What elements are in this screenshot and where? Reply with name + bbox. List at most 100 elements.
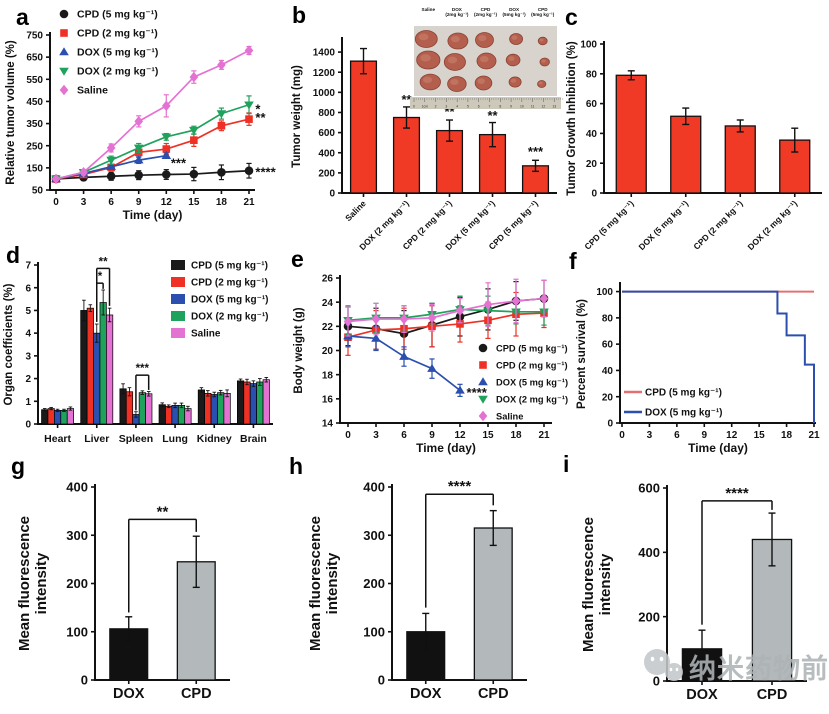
svg-text:80: 80: [602, 313, 614, 324]
svg-text:****: ****: [448, 478, 472, 495]
svg-text:12: 12: [542, 105, 546, 109]
panel-h-chart: 0 100 200 300 400 DOX CPD Mean fluorescence inte…: [307, 478, 527, 702]
svg-text:Mean fluorescence: Mean fluorescence: [16, 516, 33, 651]
svg-text:CPD (2 mg kg⁻¹): CPD (2 mg kg⁻¹): [496, 361, 568, 371]
svg-text:2: 2: [435, 105, 437, 109]
panel-f-chart: 0 20 40 60 80 100 0 3 6 9 12 15 18 21 Percent survival…: [576, 282, 820, 455]
svg-text:**: **: [444, 104, 455, 119]
svg-text:intensity: intensity: [597, 553, 614, 615]
svg-text:(2mg kg⁻¹): (2mg kg⁻¹): [445, 12, 469, 17]
svg-text:3: 3: [445, 105, 447, 109]
svg-text:9: 9: [136, 197, 142, 208]
svg-text:550: 550: [26, 75, 43, 86]
svg-text:Tumor weight (mg): Tumor weight (mg): [291, 65, 303, 168]
svg-text:15: 15: [754, 430, 766, 441]
svg-text:50: 50: [32, 186, 44, 197]
svg-text:DOX (5 mg kg⁻¹): DOX (5 mg kg⁻¹): [191, 295, 269, 306]
svg-text:**: **: [401, 92, 412, 107]
svg-text:6: 6: [108, 197, 114, 208]
svg-text:(2mg kg⁻¹): (2mg kg⁻¹): [474, 12, 498, 17]
svg-text:DOX (2 mg kg⁻¹): DOX (2 mg kg⁻¹): [77, 66, 158, 78]
svg-text:****: ****: [725, 485, 749, 502]
svg-text:Organ coefficients (%): Organ coefficients (%): [3, 283, 15, 405]
svg-text:Saline: Saline: [496, 412, 523, 422]
svg-text:0: 0: [81, 673, 88, 688]
svg-text:Mean fluorescence: Mean fluorescence: [580, 517, 597, 652]
svg-text:DOX (5 mg kg⁻¹): DOX (5 mg kg⁻¹): [645, 408, 723, 419]
svg-text:Spleen: Spleen: [119, 433, 153, 445]
svg-text:0: 0: [378, 673, 385, 688]
svg-text:80: 80: [586, 69, 598, 80]
svg-text:21: 21: [538, 430, 550, 441]
panel-g-letter: g: [11, 453, 26, 479]
svg-text:***: ***: [171, 155, 187, 170]
svg-text:0: 0: [53, 197, 59, 208]
svg-text:*: *: [255, 101, 261, 116]
svg-text:0: 0: [607, 419, 613, 430]
svg-text:100: 100: [66, 624, 88, 639]
svg-text:8: 8: [499, 105, 501, 109]
svg-text:400: 400: [638, 545, 660, 560]
panel-g-chart: 0 100 200 300 400 DOX CPD Mean fluorescence inte…: [16, 480, 230, 702]
svg-text:***: ***: [136, 363, 150, 375]
panel-e-chart: 14 16 18 20 22 24 26 0 3 6 9 12 15 18 21 Body weight (g…: [293, 274, 568, 455]
svg-text:18: 18: [510, 430, 522, 441]
svg-text:DOX: DOX: [509, 7, 520, 12]
panel-a-letter: a: [16, 4, 29, 30]
svg-text:**: **: [487, 108, 498, 123]
svg-text:****: ****: [255, 164, 276, 179]
svg-text:CPD (2 mg kg⁻¹): CPD (2 mg kg⁻¹): [77, 28, 158, 40]
svg-text:750: 750: [26, 31, 43, 42]
svg-text:7: 7: [489, 105, 491, 109]
svg-text:20: 20: [586, 159, 598, 170]
svg-text:150: 150: [26, 163, 43, 174]
svg-text:60: 60: [586, 99, 598, 110]
svg-text:**: **: [157, 503, 169, 520]
svg-text:5: 5: [467, 105, 469, 109]
svg-text:450: 450: [26, 97, 43, 108]
svg-text:1: 1: [25, 397, 31, 408]
svg-text:60: 60: [602, 340, 614, 351]
svg-text:300: 300: [66, 528, 88, 543]
panel-b-letter: b: [292, 2, 307, 28]
svg-text:13: 13: [552, 105, 556, 109]
panel-c-letter: c: [565, 4, 578, 30]
svg-text:Kidney: Kidney: [197, 433, 232, 445]
svg-text:5: 5: [25, 306, 31, 317]
svg-text:400: 400: [66, 480, 88, 495]
svg-text:0: 0: [591, 189, 597, 200]
svg-text:Heart: Heart: [44, 433, 71, 445]
svg-text:0: 0: [25, 420, 31, 431]
svg-text:200: 200: [363, 576, 385, 591]
svg-text:14: 14: [322, 419, 334, 430]
svg-text:600: 600: [318, 128, 335, 139]
svg-text:800: 800: [318, 108, 335, 119]
svg-text:4: 4: [456, 105, 458, 109]
svg-text:1400: 1400: [313, 48, 336, 59]
svg-text:400: 400: [363, 480, 385, 495]
svg-text:DOX (2 mg kg⁻¹): DOX (2 mg kg⁻¹): [496, 395, 568, 405]
svg-text:CPD (5 mg kg⁻¹): CPD (5 mg kg⁻¹): [77, 9, 158, 21]
svg-text:intensity: intensity: [33, 552, 50, 614]
svg-text:Lung: Lung: [162, 433, 188, 445]
svg-text:400: 400: [318, 148, 335, 159]
svg-text:Time (day): Time (day): [123, 208, 183, 222]
svg-text:Saline: Saline: [422, 7, 436, 12]
svg-text:100: 100: [580, 40, 597, 51]
svg-text:intensity: intensity: [324, 552, 341, 614]
svg-text:9: 9: [510, 105, 512, 109]
svg-text:***: ***: [528, 144, 544, 159]
svg-text:CPD (5 mg kg⁻¹): CPD (5 mg kg⁻¹): [191, 261, 268, 272]
svg-text:Saline: Saline: [77, 85, 108, 97]
svg-text:DOX (5 mg kg⁻¹): DOX (5 mg kg⁻¹): [77, 47, 158, 59]
svg-text:Saline: Saline: [343, 198, 368, 223]
svg-text:0: 0: [619, 430, 625, 441]
svg-text:**: **: [255, 110, 266, 125]
svg-text:CPD (5 mg kg⁻¹): CPD (5 mg kg⁻¹): [496, 344, 568, 354]
svg-text:11: 11: [531, 105, 535, 109]
svg-text:6: 6: [25, 283, 31, 294]
svg-text:CPD: CPD: [538, 7, 548, 12]
panel-h-letter: h: [289, 453, 304, 479]
svg-text:20: 20: [322, 346, 334, 357]
